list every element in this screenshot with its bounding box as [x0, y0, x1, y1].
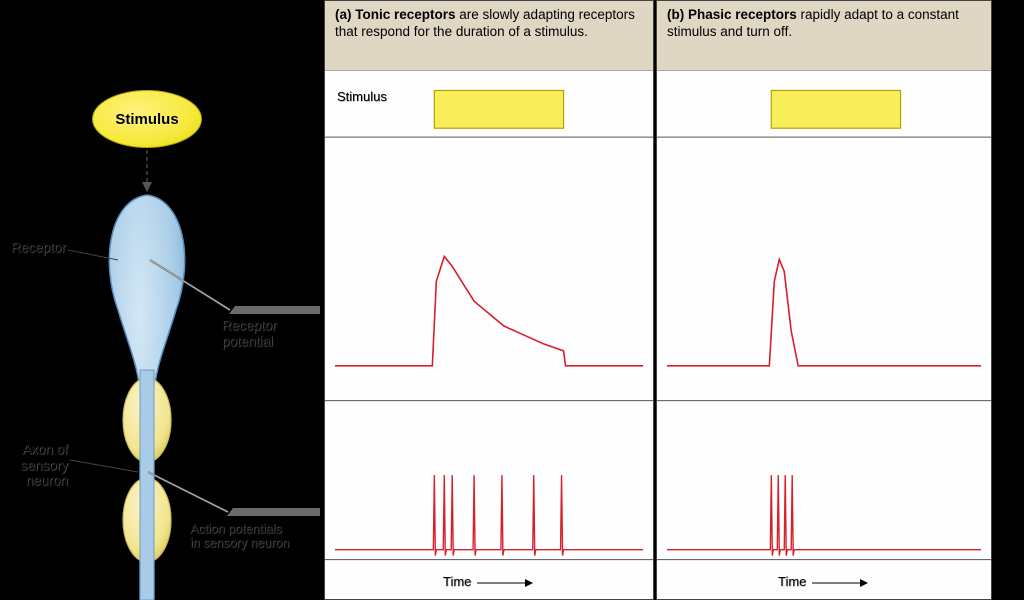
stimulus-row-label: Stimulus: [337, 89, 387, 104]
panel-b-time: Time: [778, 574, 870, 589]
panel-a-chart: [325, 71, 653, 591]
panel-a-lead: (a) Tonic receptors: [335, 7, 456, 22]
anatomy-svg: [0, 0, 324, 600]
stimulus-label: Stimulus: [115, 111, 178, 128]
receptor-label: Receptor: [2, 240, 66, 256]
axon-label: Axon ofsensoryneuron: [2, 442, 68, 489]
ap-label: Action potentialsin sensory neuron: [190, 522, 330, 551]
anatomy-panel: Stimulus Receptor Axon ofsensoryneuron R…: [0, 0, 324, 600]
panel-a: (a) Tonic receptors are slowly adapting …: [324, 0, 654, 600]
panel-b-chart: [657, 71, 991, 591]
panel-a-time: Time: [443, 574, 535, 589]
panel-b-header: (b) Phasic receptors rapidly adapt to a …: [657, 1, 991, 71]
stimulus-oval: Stimulus: [92, 90, 202, 148]
panel-a-header: (a) Tonic receptors are slowly adapting …: [325, 1, 653, 71]
panel-b-lead: (b) Phasic receptors: [667, 7, 797, 22]
panel-b: (b) Phasic receptors rapidly adapt to a …: [656, 0, 992, 600]
receptor-potential-label: Receptorpotential: [222, 318, 322, 349]
